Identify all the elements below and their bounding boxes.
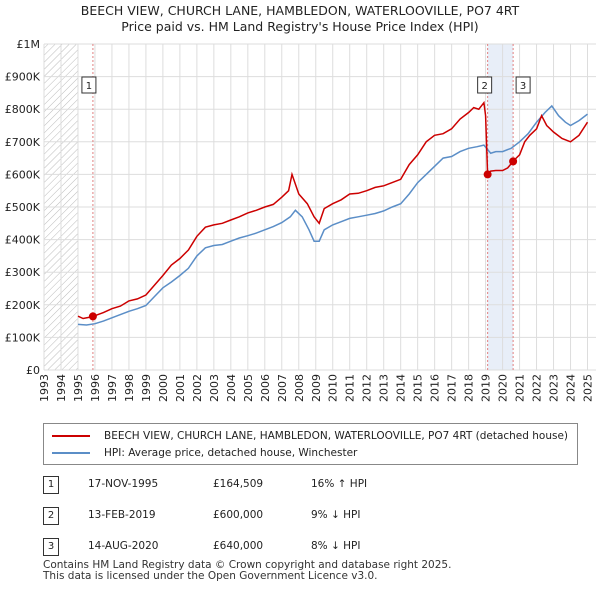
transaction-price: £640,000 bbox=[213, 540, 264, 552]
x-tick-label: 2010 bbox=[327, 374, 340, 402]
x-tick-label: 2004 bbox=[225, 374, 238, 402]
legend-property-swatch bbox=[52, 435, 90, 437]
legend-property-label: BEECH VIEW, CHURCH LANE, HAMBLEDON, WATE… bbox=[104, 430, 569, 442]
x-tick-label: 2009 bbox=[310, 374, 323, 402]
x-tick-label: 2006 bbox=[259, 374, 272, 402]
x-tick-label: 2002 bbox=[191, 374, 204, 402]
transaction-number: 2 bbox=[43, 507, 59, 525]
sale-label: 2 bbox=[481, 81, 487, 92]
sale-label-box bbox=[81, 76, 97, 94]
x-tick-label: 2015 bbox=[412, 374, 425, 402]
sale-label-box bbox=[515, 76, 531, 94]
x-tick-label: 1998 bbox=[123, 374, 136, 402]
x-tick-label: 2022 bbox=[531, 374, 544, 402]
table-row: 3 14-AUG-2020 £640,000 8% ↓ HPI bbox=[43, 538, 563, 556]
x-tick-label: 2001 bbox=[174, 374, 187, 402]
y-tick-label: £300K bbox=[5, 266, 41, 279]
y-tick-label: £200K bbox=[5, 299, 41, 312]
x-tick-label: 2007 bbox=[276, 374, 289, 402]
price-chart: 1 2 3 £0 £100K £200K £300K £400K £500K £600K £700… bbox=[5, 38, 596, 402]
x-tick-label: 2000 bbox=[157, 374, 170, 402]
transaction-hpi-diff: 16% ↑ HPI bbox=[311, 478, 368, 490]
sale-point bbox=[483, 170, 492, 179]
chart-legend: BEECH VIEW, CHURCH LANE, HAMBLEDON, WATE… bbox=[43, 423, 578, 465]
x-tick-label: 2003 bbox=[208, 374, 221, 402]
legend-item-property: BEECH VIEW, CHURCH LANE, HAMBLEDON, WATE… bbox=[52, 427, 568, 445]
x-tick-label: 2025 bbox=[582, 374, 595, 402]
legend-hpi-label: HPI: Average price, detached house, Winc… bbox=[104, 447, 358, 459]
transaction-hpi-diff: 9% ↓ HPI bbox=[311, 509, 361, 521]
y-tick-label: £400K bbox=[5, 234, 41, 247]
hpi-line bbox=[77, 104, 588, 326]
transaction-price: £600,000 bbox=[213, 509, 264, 521]
y-tick-label: £100K bbox=[5, 331, 41, 344]
x-tick-label: 1993 bbox=[38, 374, 51, 402]
sale-point bbox=[509, 157, 518, 166]
x-tick-label: 2021 bbox=[514, 374, 527, 402]
transaction-number: 1 bbox=[43, 476, 59, 494]
transaction-price: £164,509 bbox=[213, 478, 264, 490]
legend-item-hpi: HPI: Average price, detached house, Winc… bbox=[52, 444, 357, 462]
chart-title-line2: Price paid vs. HM Land Registry's House … bbox=[121, 19, 479, 34]
y-tick-label: £1M bbox=[17, 38, 41, 51]
x-tick-label: 1999 bbox=[140, 374, 153, 402]
x-tick-label: 2018 bbox=[463, 374, 476, 402]
x-tick-label: 2019 bbox=[480, 374, 493, 402]
table-row: 1 17-NOV-1995 £164,509 16% ↑ HPI bbox=[43, 476, 563, 494]
x-tick-label: 2005 bbox=[242, 374, 255, 402]
sale-label: 1 bbox=[86, 81, 92, 92]
x-tick-label: 2008 bbox=[293, 374, 306, 402]
x-tick-label: 2016 bbox=[429, 374, 442, 402]
transaction-date: 17-NOV-1995 bbox=[88, 478, 159, 490]
transaction-number: 3 bbox=[43, 538, 59, 556]
table-row: 2 13-FEB-2019 £600,000 9% ↓ HPI bbox=[43, 507, 563, 525]
legend-hpi-swatch bbox=[52, 452, 90, 454]
footer-licence: This data is licensed under the Open Gov… bbox=[43, 570, 378, 582]
x-tick-label: 2012 bbox=[361, 374, 374, 402]
x-tick-label: 2014 bbox=[395, 374, 408, 402]
x-tick-label: 2017 bbox=[446, 374, 459, 402]
x-tick-label: 1996 bbox=[89, 374, 102, 402]
y-tick-label: £600K bbox=[5, 168, 41, 181]
x-tick-label: 1997 bbox=[106, 374, 119, 402]
x-tick-label: 2024 bbox=[565, 374, 578, 402]
x-tick-label: 2023 bbox=[548, 374, 561, 402]
y-tick-label: £700K bbox=[5, 136, 41, 149]
sale-point bbox=[88, 312, 97, 321]
y-tick-label: £800K bbox=[5, 103, 41, 116]
transaction-date: 14-AUG-2020 bbox=[88, 540, 159, 552]
x-tick-label: 1995 bbox=[72, 374, 85, 402]
transaction-date: 13-FEB-2019 bbox=[88, 509, 156, 521]
y-tick-label: £0 bbox=[26, 364, 40, 377]
x-tick-label: 2020 bbox=[497, 374, 510, 402]
x-tick-label: 1994 bbox=[55, 374, 68, 402]
chart-title-line1: BEECH VIEW, CHURCH LANE, HAMBLEDON, WATE… bbox=[80, 3, 520, 18]
y-tick-label: £900K bbox=[5, 71, 41, 84]
transaction-hpi-diff: 8% ↓ HPI bbox=[311, 540, 361, 552]
sale-label: 3 bbox=[520, 81, 526, 92]
footer: Contains HM Land Registry data © Crown c… bbox=[43, 560, 451, 582]
x-tick-label: 2011 bbox=[344, 374, 357, 402]
x-tick-label: 2013 bbox=[378, 374, 391, 402]
y-tick-label: £500K bbox=[5, 201, 41, 214]
sale-label-box bbox=[477, 76, 493, 94]
footer-copyright: Contains HM Land Registry data © Crown c… bbox=[43, 559, 452, 571]
